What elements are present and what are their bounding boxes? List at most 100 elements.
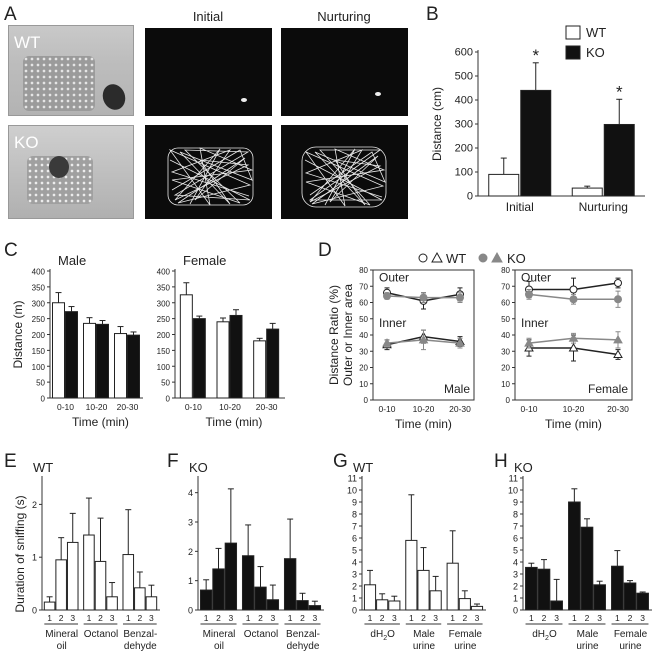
d4-x-tick-label: 0-10 [520, 404, 537, 414]
c2-bar [179, 294, 193, 399]
d4-y-tick-label: 70 [501, 282, 510, 291]
d-legend-ko-triangle [491, 251, 503, 263]
c2-category-label: 10-20 [219, 402, 241, 412]
c2-y-tick-label: 400 [157, 268, 171, 277]
s5-trial-label: 1 [87, 613, 92, 623]
s8-trial-label: 3 [640, 613, 645, 623]
c1-title: Male [58, 253, 86, 268]
panel-label-c: C [4, 240, 18, 261]
d4-marker [569, 295, 578, 304]
s7-group-label: Female [449, 629, 483, 640]
s5-bar [66, 541, 79, 611]
d4-y-tick-label: 30 [501, 347, 510, 356]
c1-category-label: 10-20 [86, 402, 108, 412]
s7-trial-label: 3 [392, 613, 397, 623]
s8-y-tick-label: 11 [509, 474, 518, 484]
s8-y-tick-label: 7 [513, 522, 518, 532]
s6-bar [308, 605, 322, 611]
s8-trial-label: 1 [615, 613, 620, 623]
d4-marker [524, 338, 534, 347]
c2-y-tick-label: 100 [157, 363, 171, 372]
s7-trial-label: 3 [433, 613, 438, 623]
panel-label-d: D [318, 240, 332, 261]
s5-trial-label: 2 [137, 613, 142, 623]
b-y-tick-label: 400 [455, 95, 473, 107]
s7-trial-label: 1 [450, 613, 455, 623]
s5-trial-label: 1 [47, 613, 52, 623]
d3-y-tick-label: 80 [359, 266, 368, 275]
s5-bar [94, 560, 107, 611]
c1-y-tick-label: 50 [36, 379, 45, 388]
s7-trial-label: 2 [380, 613, 385, 623]
c2-y-tick-label: 150 [157, 347, 171, 356]
s6-y-tick-label: 4 [188, 488, 193, 498]
s8-group-label-2: urine [576, 641, 599, 652]
s7-y-tick-label: 9 [352, 498, 357, 508]
col-initial-label: Initial [193, 9, 223, 24]
c1-y-tick-label: 100 [32, 363, 46, 372]
s6-trial-label: 1 [288, 613, 293, 623]
b-y-tick-label: 300 [455, 119, 473, 131]
s8-y-tick-label: 4 [513, 558, 518, 568]
s8-bar [623, 582, 637, 611]
c1-bar [127, 334, 140, 399]
b-bar [571, 187, 603, 197]
s5-group-label-2: oil [57, 641, 67, 652]
c1-y-tick-label: 400 [32, 268, 46, 277]
c1-y-tick-label: 250 [32, 315, 46, 324]
s6-trial-label: 3 [228, 613, 233, 623]
d3-marker [383, 292, 391, 300]
s6-bar [241, 555, 255, 611]
d4-y-tick-label: 80 [501, 266, 510, 275]
d4-marker [614, 279, 622, 287]
c1-y-axis-label: Distance (m) [11, 300, 25, 368]
s8-group-label: Male [577, 629, 599, 640]
s6-title: KO [189, 460, 208, 475]
s7-group-label: Male [413, 629, 435, 640]
s8-y-tick-label: 8 [513, 510, 518, 520]
d3-y-axis-label: Distance Ratio (%) [327, 285, 341, 385]
b-legend-swatch [565, 25, 581, 40]
s8-bar [593, 584, 606, 611]
s8-bar [580, 526, 594, 611]
row-ko-label: KO [14, 133, 39, 152]
s7-y-tick-label: 6 [352, 534, 357, 544]
b-legend-swatch [565, 45, 581, 60]
s8-trial-label: 2 [585, 613, 590, 623]
s8-bar [568, 501, 581, 611]
s8-bar [550, 600, 563, 611]
s7-y-tick-label: 10 [347, 486, 357, 496]
s8-trial-label: 2 [628, 613, 633, 623]
s6-trial-label: 1 [246, 613, 251, 623]
s5-y-tick-label: 2 [32, 500, 37, 510]
c2-y-tick-label: 300 [157, 299, 171, 308]
s7-trial-label: 2 [462, 613, 467, 623]
s7-y-tick-label: 1 [352, 594, 357, 604]
d4-marker [614, 295, 622, 304]
s8-y-tick-label: 1 [513, 594, 518, 604]
panel-label-a: A [4, 4, 17, 25]
d4-y-tick-label: 60 [501, 299, 510, 308]
s8-trial-label: 3 [597, 613, 602, 623]
d3-x-tick-label: 20-30 [449, 404, 471, 414]
d3-x-tick-label: 0-10 [378, 404, 395, 414]
d3-marker [455, 338, 465, 347]
s6-y-tick-label: 3 [188, 518, 193, 528]
s7-bar [363, 584, 377, 611]
s8-trial-label: 1 [529, 613, 534, 623]
s5-trial-label: 2 [59, 613, 64, 623]
s8-trial-label: 2 [542, 613, 547, 623]
s6-y-tick-label: 0 [188, 606, 193, 616]
s8-group-label-2: urine [619, 641, 642, 652]
ko-initial-track-scribble [167, 147, 254, 206]
s7-trial-label: 2 [421, 613, 426, 623]
c1-y-tick-label: 350 [32, 283, 46, 292]
c2-bar [253, 340, 267, 399]
s5-y-axis-label: Duration of sniffing (s) [13, 495, 27, 612]
c2-y-tick-label: 250 [157, 315, 171, 324]
d3-y-tick-label: 40 [359, 331, 368, 340]
s6-group-label: Benzal- [286, 629, 320, 640]
s6-bar [254, 586, 267, 611]
d3-y-tick-label: 30 [359, 347, 368, 356]
